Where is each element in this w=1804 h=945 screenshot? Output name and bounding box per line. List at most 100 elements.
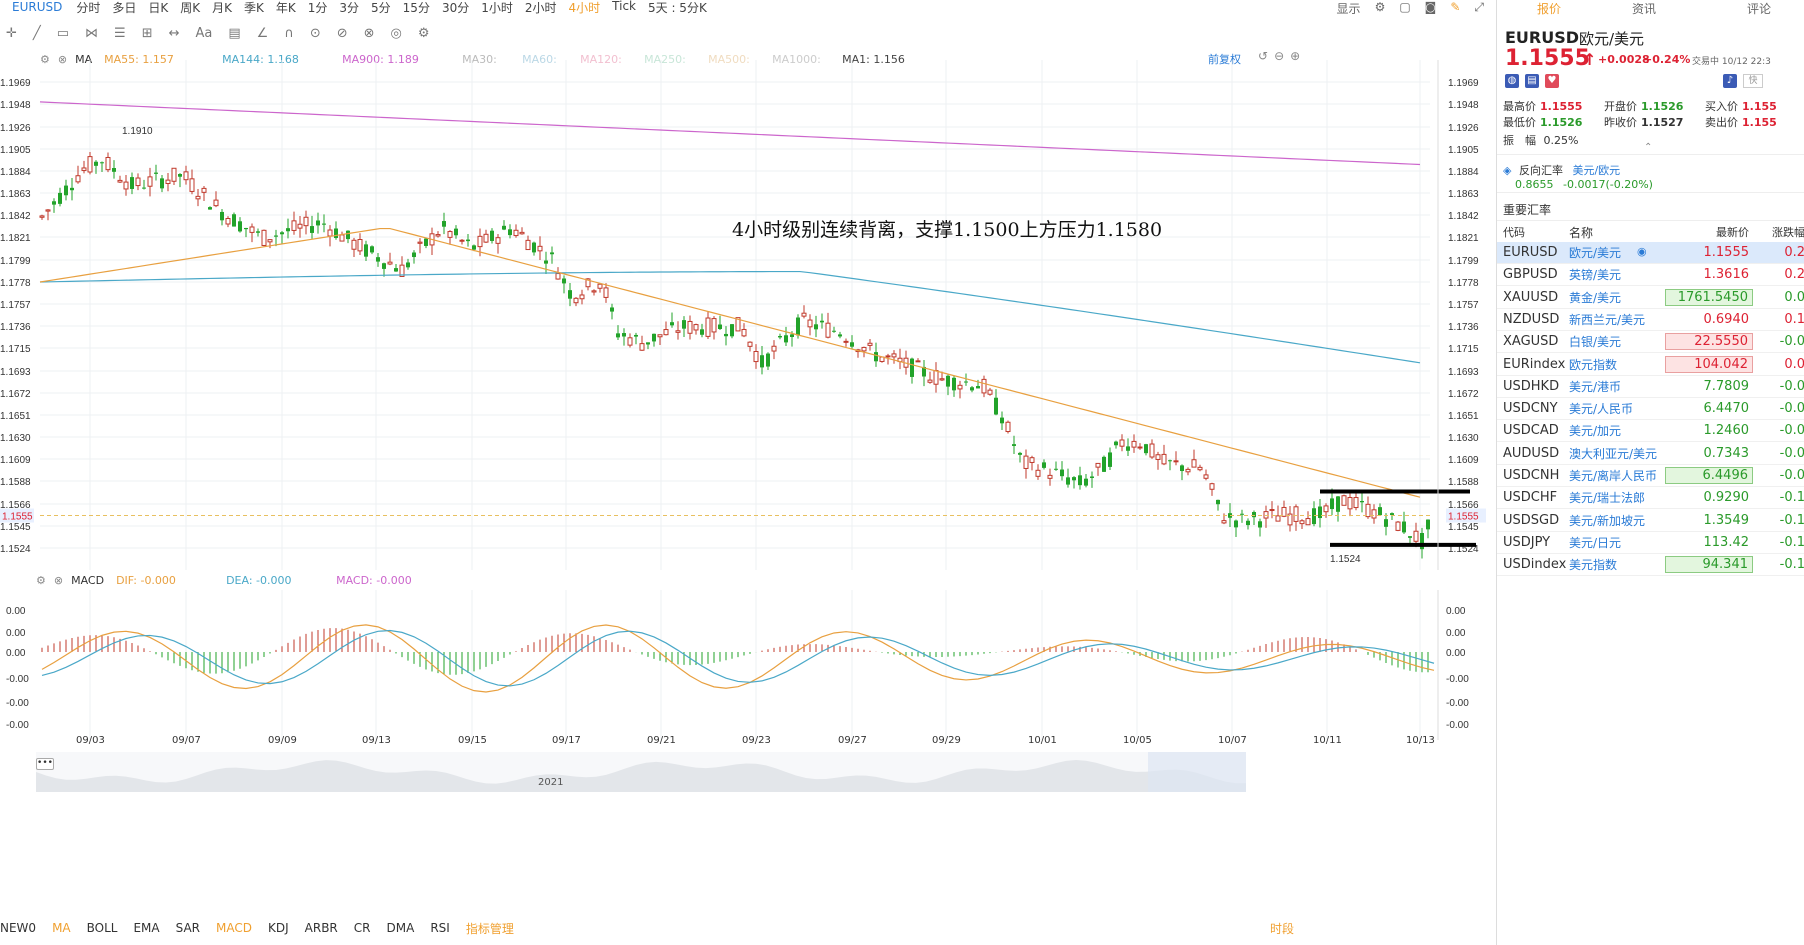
indicator-tab[interactable]: ARBR (304, 921, 338, 935)
indicator-tab[interactable]: KDJ (268, 921, 289, 935)
eye-icon[interactable]: ◎ (390, 25, 402, 41)
indicator-tab[interactable]: CR (353, 921, 371, 935)
timeframe-tab[interactable]: 1小时 (481, 0, 513, 15)
rate-row[interactable]: AUDUSD 澳大利亚元/美元 0.7343 -0.0 (1497, 443, 1804, 465)
indicator-tab[interactable]: NEW0 (0, 921, 37, 935)
rate-row[interactable]: USDCNH 美元/离岸人民币 6.4496 -0.0 (1497, 465, 1804, 487)
timeframe-tab[interactable]: 3分 (339, 0, 360, 15)
measure-tool-icon[interactable]: ⊞ (141, 25, 153, 41)
indicator-tab[interactable]: BOLL (86, 921, 118, 935)
price-chart[interactable]: 1.1969 1.1969 1.1948 1.1948 1.1926 1.1926 1.19… (0, 60, 1494, 570)
crosshair-icon[interactable]: ✛ (6, 25, 17, 41)
tab-quote[interactable]: 报价 (1537, 2, 1562, 16)
rate-row[interactable]: NZDUSD 新西兰元/美元 0.6940 0.1 (1497, 309, 1804, 331)
timeframe-tab[interactable]: 4小时 (568, 0, 601, 15)
timeframe-tab[interactable]: 分时 (76, 0, 101, 15)
rate-row[interactable]: XAGUSD 白银/美元 22.5550 -0.0 (1497, 331, 1804, 354)
square-icon[interactable]: ▢ (1399, 0, 1411, 14)
arrow-tool-icon[interactable]: ↔ (168, 25, 180, 41)
document-icon[interactable]: ▤ (1525, 74, 1539, 88)
timeframe-tab[interactable]: 5分 (371, 0, 391, 15)
close-icon[interactable]: ⊗ (53, 573, 64, 587)
fork-tool-icon[interactable]: ⋈ (85, 25, 99, 41)
eye-icon[interactable]: ◉ (1637, 245, 1647, 258)
timeframe-tab[interactable]: 季K (244, 0, 264, 15)
ma-label[interactable]: MA (75, 52, 93, 66)
y-tick-label-left: 1.1609 (0, 455, 31, 466)
quick-trade-button[interactable]: 快 (1743, 74, 1763, 88)
tab-news[interactable]: 资讯 (1632, 2, 1657, 16)
range-navigator[interactable] (36, 752, 1246, 792)
candle-body (316, 220, 320, 226)
plus-icon[interactable]: ⊕ (1290, 49, 1301, 63)
indicator-tab[interactable]: RSI (430, 921, 450, 935)
adjust-label[interactable]: 前复权 (1208, 53, 1241, 66)
bell-icon[interactable]: ♪ (1723, 74, 1737, 88)
timeframe-tab[interactable]: Tick (612, 0, 636, 13)
candle-body (1420, 532, 1424, 550)
rate-row[interactable]: USDSGD 美元/新加坡元 1.3549 -0.1 (1497, 510, 1804, 532)
fib-tool-icon[interactable]: ☰ (114, 25, 126, 41)
session-button[interactable]: 时段 (1270, 922, 1295, 936)
minus-icon[interactable]: ⊖ (1274, 49, 1285, 63)
rate-row[interactable]: USDCAD 美元/加元 1.2460 -0.0 (1497, 420, 1804, 443)
indicator-tab[interactable]: EMA (133, 921, 160, 935)
rate-row[interactable]: GBPUSD 英镑/美元 1.3616 0.2 (1497, 264, 1804, 287)
indicator-tab[interactable]: MA (52, 921, 71, 935)
collapse-icon[interactable]: ⌃ (1644, 142, 1653, 153)
candle-body (915, 360, 921, 363)
timeframe-tab[interactable]: 多日 (112, 0, 137, 15)
timeframe-tab[interactable]: 2小时 (524, 0, 557, 15)
nav-menu-button[interactable]: ••• (36, 758, 54, 770)
settings-icon[interactable]: ⚙ (36, 573, 46, 587)
reverse-name[interactable]: 美元/欧元 (1572, 164, 1621, 177)
display-menu[interactable]: 显示 (1336, 2, 1361, 16)
hide-icon[interactable]: ⊘ (336, 25, 348, 41)
rate-row[interactable]: USDCNY 美元/人民币 6.4470 -0.0 (1497, 398, 1804, 421)
indicator-tab[interactable]: 指标管理 (465, 921, 514, 936)
rate-row[interactable]: USDindex 美元指数 94.341 -0.1 (1497, 554, 1804, 577)
close-icon[interactable]: ⊗ (57, 52, 68, 66)
stat-label: 卖出价 (1705, 116, 1738, 129)
timeframe-tab[interactable]: 5天 : 5分K (648, 0, 707, 15)
pencil-icon[interactable]: ✎ (1450, 0, 1461, 14)
comment-icon[interactable]: ▤ (228, 25, 241, 41)
rate-row[interactable]: XAUUSD 黄金/美元 1761.5450 0.0 (1497, 287, 1804, 309)
fullscreen-icon[interactable]: ⤢ (1474, 0, 1484, 14)
macd-label[interactable]: MACD (71, 573, 105, 587)
lock-icon[interactable]: ⊙ (309, 25, 321, 41)
rate-row[interactable]: EURUSD 欧元/美元 1.1555 0.2 ◉ (1497, 242, 1804, 264)
shape-tool-icon[interactable]: ▭ (56, 25, 70, 41)
indicator-tab[interactable]: MACD (216, 921, 252, 935)
symbol-label[interactable]: EURUSD (12, 0, 63, 14)
timeframe-tab[interactable]: 1分 (307, 0, 328, 15)
timeframe-tab[interactable]: 30分 (441, 0, 470, 15)
macd-chart[interactable]: 0.00 0.00 0.00 0.00 0.00 0.00 -0.00 -0.00 -0.00 -… (0, 590, 1494, 740)
text-tool-icon[interactable]: Aa (195, 25, 213, 41)
indicator-tab[interactable]: DMA (386, 921, 415, 935)
timeframe-tab[interactable]: 月K (212, 0, 232, 15)
timeframe-tab[interactable]: 15分 (402, 0, 430, 15)
timeframe-tab[interactable]: 年K (275, 0, 296, 15)
candle-body (45, 209, 51, 212)
globe-icon[interactable]: ◍ (1505, 74, 1519, 88)
camera-icon[interactable]: ◙ (1424, 0, 1437, 14)
tab-comments[interactable]: 评论 (1747, 2, 1772, 16)
indicator-tab[interactable]: SAR (175, 921, 201, 935)
rate-row[interactable]: USDJPY 美元/日元 113.42 -0.1 (1497, 532, 1804, 554)
rate-row[interactable]: EURindex 欧元指数 104.042 0.0 (1497, 354, 1804, 376)
timeframe-tab[interactable]: 周K (180, 0, 201, 15)
refresh-icon[interactable]: ↺ (1258, 49, 1269, 63)
rate-row[interactable]: USDCHF 美元/瑞士法郎 0.9290 -0.1 (1497, 487, 1804, 510)
candle-body (64, 185, 68, 196)
heart-icon[interactable]: ♥ (1545, 74, 1559, 88)
trash-icon[interactable]: ⊗ (363, 25, 375, 41)
line-tool-icon[interactable]: ╱ (32, 25, 41, 41)
gear-icon[interactable]: ⚙ (1374, 0, 1386, 14)
magnet-icon[interactable]: ∩ (284, 25, 294, 41)
ruler-icon[interactable]: ∠ (256, 25, 269, 41)
settings-icon[interactable]: ⚙ (417, 25, 430, 41)
settings-icon[interactable]: ⚙ (40, 52, 50, 66)
rate-row[interactable]: USDHKD 美元/港币 7.7809 -0.0 (1497, 376, 1804, 398)
timeframe-tab[interactable]: 日K (148, 0, 169, 15)
